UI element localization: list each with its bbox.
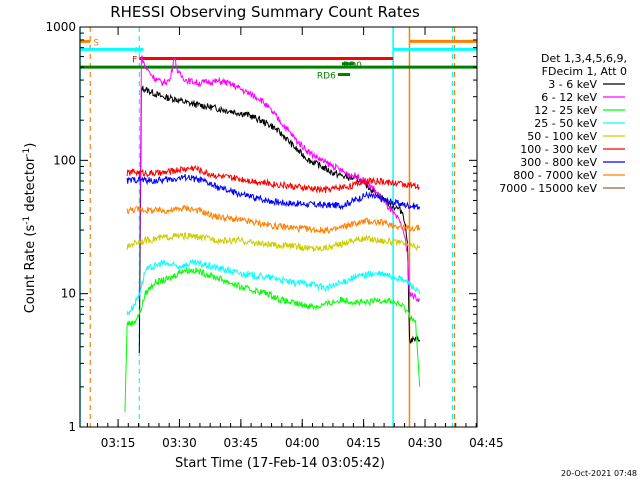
x-tick-label-2: 03:45 [224,436,259,450]
legend-label-6: 300 - 800 keV [520,156,597,169]
legend-label-4: 50 - 100 keV [527,130,597,143]
chart-title: RHESSI Observing Summary Count Rates [110,3,420,21]
status-label-rd6: RD6 [317,72,336,82]
status-label-s: S [93,38,99,48]
x-tick-label-3: 04:00 [285,436,320,450]
plot-frame [79,26,478,428]
legend-label-2: 12 - 25 keV [534,104,597,117]
series-line-6 [126,173,421,211]
y-tick-label-1: 100 [53,153,76,167]
legend-label-8: 7000 - 15000 keV [499,182,597,195]
series-line-2 [124,267,421,413]
y-axis-ticks: 1000 100 10 1 [45,20,477,434]
series-line-7 [126,204,421,234]
legend-label-0: 3 - 6 keV [548,78,597,91]
y-tick-label-2: 10 [61,287,76,301]
footer-timestamp: 20-Oct-2021 07:48 [561,469,637,478]
series-line-5 [126,164,420,194]
status-label-rd0: RD0 [343,61,362,71]
x-axis-ticks: 03:15 03:30 03:45 04:00 04:15 04:30 04:45 [86,27,504,450]
status-label-n: N [134,46,141,56]
series-line-1 [138,55,421,303]
legend-label-7: 800 - 7000 keV [513,169,597,182]
status-bars: S NF RD0 RD6 [80,38,477,82]
x-tick-label-0: 03:15 [101,436,136,450]
legend-label-1: 6 - 12 keV [541,91,597,104]
legend-label-5: 100 - 300 keV [520,143,597,156]
series-line-4 [126,232,421,253]
legend-label-3: 25 - 50 keV [534,117,597,130]
y-axis-label: Count Rate (s-1 detector-1) [22,143,38,314]
legend-header-1: FDecim 1, Att 0 [542,65,627,78]
x-tick-label-4: 04:15 [346,436,381,450]
series-lines [124,55,421,413]
x-tick-label-6: 04:45 [469,436,504,450]
series-line-0 [138,85,421,353]
x-axis-label: Start Time (17-Feb-14 03:05:42) [175,456,385,471]
legend: Det 1,3,4,5,6,9,FDecim 1, Att 03 - 6 keV… [499,52,627,195]
y-tick-label-0: 1000 [45,20,76,34]
series-line-3 [126,258,421,316]
x-tick-label-1: 03:30 [162,436,197,450]
y-tick-label-3: 1 [68,420,76,434]
x-tick-label-5: 04:30 [408,436,443,450]
legend-header-0: Det 1,3,4,5,6,9, [541,52,627,65]
status-label-f: F [132,56,137,66]
